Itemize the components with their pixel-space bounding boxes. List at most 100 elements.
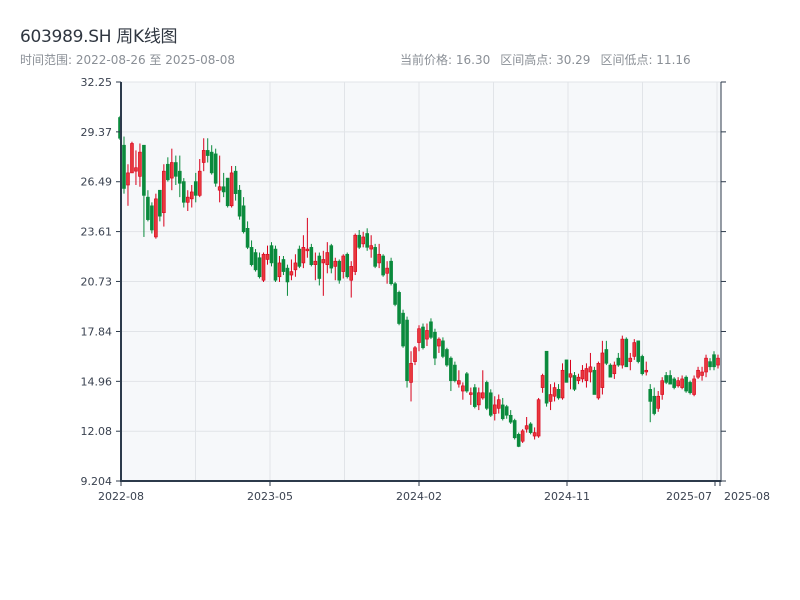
candle-body-down — [297, 248, 302, 267]
candle-body-up — [349, 266, 354, 281]
x-tick-label: 2025-08 — [724, 490, 770, 503]
y-tick-label: 23.61 — [81, 226, 113, 239]
candle-body-down — [441, 340, 445, 357]
candle-body-up — [413, 347, 417, 362]
candle-body-up — [469, 392, 473, 395]
candle-body-down — [146, 196, 150, 220]
candle-body-down — [174, 162, 178, 177]
date-range-label: 时间范围: 2022-08-26 至 2025-08-08 — [20, 53, 235, 67]
candle-body-down — [281, 259, 286, 272]
candle-body-up — [536, 399, 541, 437]
x-tick-label: 2022-08 — [98, 490, 144, 503]
candle-body-down — [221, 186, 226, 193]
candle-body-up — [532, 432, 537, 437]
candle-body-down — [365, 233, 369, 248]
candle-body-down — [381, 255, 385, 276]
candle-body-down — [421, 326, 425, 349]
candle-body-down — [516, 434, 521, 447]
candle-body-up — [353, 234, 358, 272]
candle-body-down — [345, 253, 350, 278]
candle-body-down — [484, 382, 489, 409]
candle-body-down — [213, 153, 218, 184]
candle-body-down — [337, 260, 342, 281]
y-tick-label: 12.08 — [81, 425, 113, 438]
candle-body-up — [520, 430, 525, 442]
candle-body-down — [433, 331, 437, 359]
y-tick-label: 17.84 — [81, 325, 113, 338]
candle-body-down — [572, 375, 577, 390]
candle-body-down — [317, 255, 322, 279]
candle-body-up — [496, 399, 501, 409]
candle-body-up — [409, 363, 413, 383]
candle-body-up — [576, 376, 581, 381]
candle-body-up — [596, 363, 601, 399]
candle-body-down — [249, 247, 254, 265]
candle-body-up — [552, 387, 557, 397]
candle-body-down — [142, 144, 146, 196]
candle-body-down — [273, 248, 278, 281]
x-tick-label: 2023-05 — [247, 490, 293, 503]
candle-body-down — [241, 205, 246, 233]
candle-body-up — [676, 380, 680, 387]
candle-body-up — [162, 170, 166, 214]
candle-body-up — [301, 247, 306, 264]
candle-body-down — [429, 321, 433, 338]
price-stats: 当前价格: 16.30 区间高点: 30.29 区间低点: 11.16 — [400, 51, 701, 68]
candle-body-down — [285, 267, 290, 283]
candle-body-down — [616, 357, 621, 366]
candle-body-up — [361, 236, 365, 245]
candle-body-down — [269, 245, 274, 264]
candle-body-down — [449, 357, 453, 381]
candle-body-up — [265, 253, 270, 260]
candle-body-down — [401, 312, 405, 347]
candle-body-down — [253, 252, 258, 271]
candle-body-down — [193, 181, 198, 196]
candle-body-up — [425, 330, 429, 340]
candle-body-up — [417, 328, 421, 343]
candle-body-up — [333, 260, 338, 267]
candle-body-up — [305, 248, 310, 252]
candle-body-down — [684, 376, 688, 392]
candle-body-down — [181, 181, 186, 203]
period-low: 区间低点: 11.16 — [600, 53, 691, 67]
candle-body-up — [716, 357, 720, 366]
candle-body-up — [620, 338, 625, 366]
candle-body-down — [504, 406, 509, 416]
candle-body-down — [397, 292, 401, 324]
candle-body-up — [524, 425, 529, 430]
candle-body-down — [508, 414, 513, 423]
x-tick-label: 2025-07 — [666, 490, 712, 503]
candle-body-down — [652, 395, 657, 414]
candle-body-down — [205, 150, 210, 156]
candle-body-up — [325, 252, 330, 265]
candle-body-up — [704, 357, 708, 373]
candle-body-down — [592, 369, 597, 395]
candle-body-up — [584, 368, 589, 381]
candle-body-up — [377, 253, 381, 264]
candle-body-down — [373, 247, 377, 267]
candle-body-up — [277, 262, 282, 278]
candle-body-up — [201, 150, 206, 163]
candle-body-up — [628, 357, 633, 362]
candle-body-up — [261, 253, 266, 281]
candle-body-up — [588, 366, 593, 373]
candle-body-down — [648, 389, 653, 402]
candle-body-down — [225, 177, 230, 207]
candle-body-up — [321, 259, 326, 264]
candle-body-up — [461, 385, 465, 392]
candle-body-down — [178, 170, 182, 184]
candle-body-down — [237, 189, 242, 217]
candle-body-up — [580, 369, 585, 380]
candle-body-up — [700, 371, 704, 376]
x-tick-label: 2024-11 — [544, 490, 590, 503]
y-tick-label: 32.25 — [81, 76, 113, 89]
candle-body-up — [126, 172, 130, 186]
candle-body-down — [528, 423, 533, 433]
candle-body-up — [644, 369, 649, 373]
candle-body-up — [134, 167, 138, 172]
candle-body-down — [122, 144, 126, 189]
candle-body-down — [393, 283, 397, 305]
candle-body-down — [166, 163, 170, 181]
candle-body-down — [668, 375, 672, 385]
y-tick-label: 9.204 — [81, 475, 113, 488]
